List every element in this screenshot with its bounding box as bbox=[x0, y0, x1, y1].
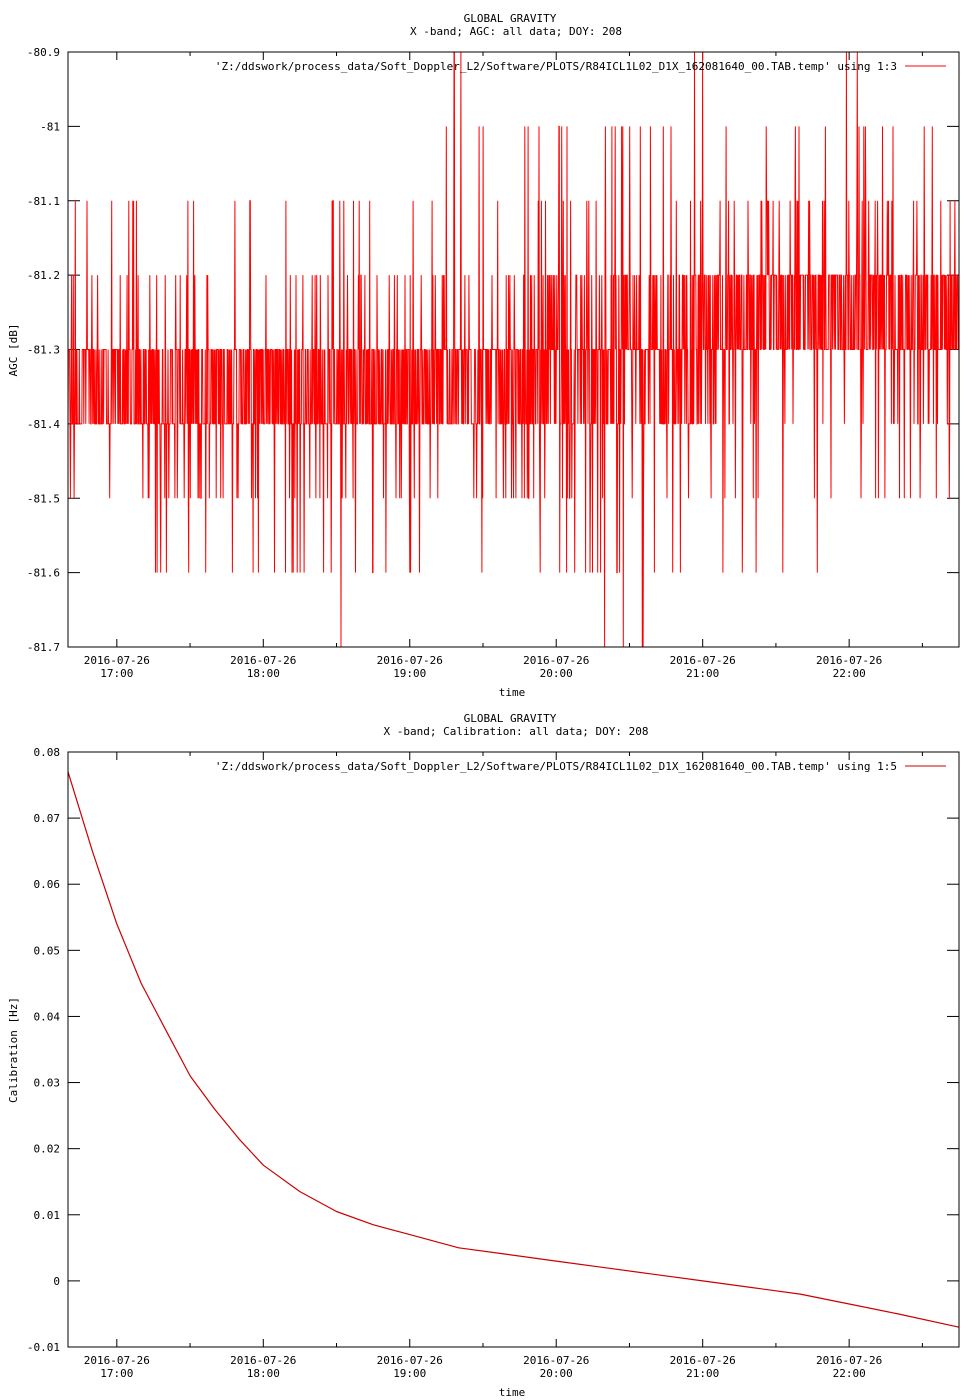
chart-agc-plot-frame bbox=[67, 51, 960, 648]
chart-agc-ytick-label: -81.7 bbox=[27, 641, 60, 654]
chart-agc-ylabel: AGC [dB] bbox=[7, 324, 20, 377]
chart-calibration-ytick-label: 0.07 bbox=[34, 812, 61, 825]
chart-calibration-ytick-label: 0.08 bbox=[34, 746, 61, 759]
chart-agc-series bbox=[67, 51, 959, 648]
chart-calibration-xtick-time: 21:00 bbox=[686, 1367, 719, 1380]
chart-agc-xtick-date: 2016-07-26 bbox=[230, 654, 296, 667]
chart-agc-xtick-time: 22:00 bbox=[833, 667, 866, 680]
chart-calibration-ytick-label: 0 bbox=[53, 1275, 60, 1288]
chart-agc-xtick-time: 20:00 bbox=[540, 667, 573, 680]
chart-calibration: GLOBAL GRAVITY X -band; Calibration: all… bbox=[7, 712, 960, 1399]
chart-calibration-series bbox=[67, 771, 960, 1328]
chart-agc-ytick-label: -81.3 bbox=[27, 344, 60, 357]
chart-calibration-title: GLOBAL GRAVITY bbox=[464, 712, 557, 725]
chart-agc-xtick-time: 21:00 bbox=[686, 667, 719, 680]
chart-agc-ytick-label: -81.5 bbox=[27, 492, 60, 505]
chart-calibration-xtick-date: 2016-07-26 bbox=[816, 1354, 882, 1367]
chart-agc-xtick-time: 19:00 bbox=[393, 667, 426, 680]
chart-calibration-ylabel: Calibration [Hz] bbox=[7, 997, 20, 1103]
chart-agc-xtick-date: 2016-07-26 bbox=[670, 654, 736, 667]
chart-calibration-xtick-date: 2016-07-26 bbox=[523, 1354, 589, 1367]
chart-agc-ytick-label: -81.2 bbox=[27, 269, 60, 282]
chart-calibration-xtick-time: 17:00 bbox=[100, 1367, 133, 1380]
chart-agc-xtick-labels: 2016-07-2617:002016-07-2618:002016-07-26… bbox=[84, 654, 883, 680]
chart-agc-xtick-date: 2016-07-26 bbox=[523, 654, 589, 667]
chart-calibration-xtick-date: 2016-07-26 bbox=[84, 1354, 150, 1367]
chart-agc-xtick-date: 2016-07-26 bbox=[84, 654, 150, 667]
chart-calibration-ytick-labels: 0.08 0.07 0.06 0.05 0.04 0.03 0.02 0.01 0 -0.01 bbox=[27, 746, 60, 1354]
chart-calibration-xlabel: time bbox=[499, 1386, 526, 1399]
chart-agc-ytick-label: -80.9 bbox=[27, 46, 60, 59]
chart-agc-xtick-time: 18:00 bbox=[247, 667, 280, 680]
chart-agc-legend-label: 'Z:/ddswork/process_data/Soft_Doppler_L2… bbox=[215, 60, 897, 73]
chart-calibration-ytick-label: 0.05 bbox=[34, 944, 61, 957]
chart-agc-ytick-label: -81.1 bbox=[27, 195, 60, 208]
chart-calibration-ytick-label: -0.01 bbox=[27, 1341, 60, 1354]
chart-calibration-xtick-date: 2016-07-26 bbox=[670, 1354, 736, 1367]
chart-agc-xtick-time: 17:00 bbox=[100, 667, 133, 680]
chart-calibration-xtick-time: 20:00 bbox=[540, 1367, 573, 1380]
chart-calibration-legend-label: 'Z:/ddswork/process_data/Soft_Doppler_L2… bbox=[215, 760, 897, 773]
chart-agc-title: GLOBAL GRAVITY bbox=[464, 12, 557, 25]
chart-agc-subtitle: X -band; AGC: all data; DOY: 208 bbox=[410, 25, 622, 38]
chart-agc-ytick-labels: -80.9 -81 -81.1 -81.2 -81.3 -81.4 -81.5 -81.6 -8… bbox=[27, 46, 60, 654]
chart-calibration-xtick-date: 2016-07-26 bbox=[377, 1354, 443, 1367]
chart-calibration-xtick-time: 22:00 bbox=[833, 1367, 866, 1380]
chart-calibration-xtick-time: 18:00 bbox=[247, 1367, 280, 1380]
chart-calibration-series-line bbox=[67, 771, 960, 1328]
chart-calibration-xtick-date: 2016-07-26 bbox=[230, 1354, 296, 1367]
chart-calibration-ytick-label: 0.06 bbox=[34, 878, 61, 891]
chart-agc-ytick-label: -81.6 bbox=[27, 567, 60, 580]
chart-agc-xtick-date: 2016-07-26 bbox=[377, 654, 443, 667]
chart-calibration-ytick-label: 0.04 bbox=[34, 1010, 61, 1023]
chart-agc-series-line bbox=[67, 51, 959, 648]
chart-calibration-xtick-time: 19:00 bbox=[393, 1367, 426, 1380]
chart-agc-xtick-date: 2016-07-26 bbox=[816, 654, 882, 667]
chart-agc-xlabel: time bbox=[499, 686, 526, 699]
chart-agc-ytick-label: -81 bbox=[40, 120, 60, 133]
chart-agc: GLOBAL GRAVITY X -band; AGC: all data; D… bbox=[7, 12, 960, 699]
chart-calibration-ytick-label: 0.02 bbox=[34, 1143, 61, 1156]
chart-calibration-ticks bbox=[68, 751, 959, 1348]
chart-calibration-ytick-label: 0.03 bbox=[34, 1077, 61, 1090]
chart-agc-ytick-label: -81.4 bbox=[27, 418, 60, 431]
chart-calibration-xtick-labels: 2016-07-2617:002016-07-2618:002016-07-26… bbox=[84, 1354, 883, 1380]
chart-calibration-ytick-label: 0.01 bbox=[34, 1209, 61, 1222]
chart-calibration-plot-frame bbox=[67, 751, 960, 1348]
chart-calibration-subtitle: X -band; Calibration: all data; DOY: 208 bbox=[384, 725, 649, 738]
